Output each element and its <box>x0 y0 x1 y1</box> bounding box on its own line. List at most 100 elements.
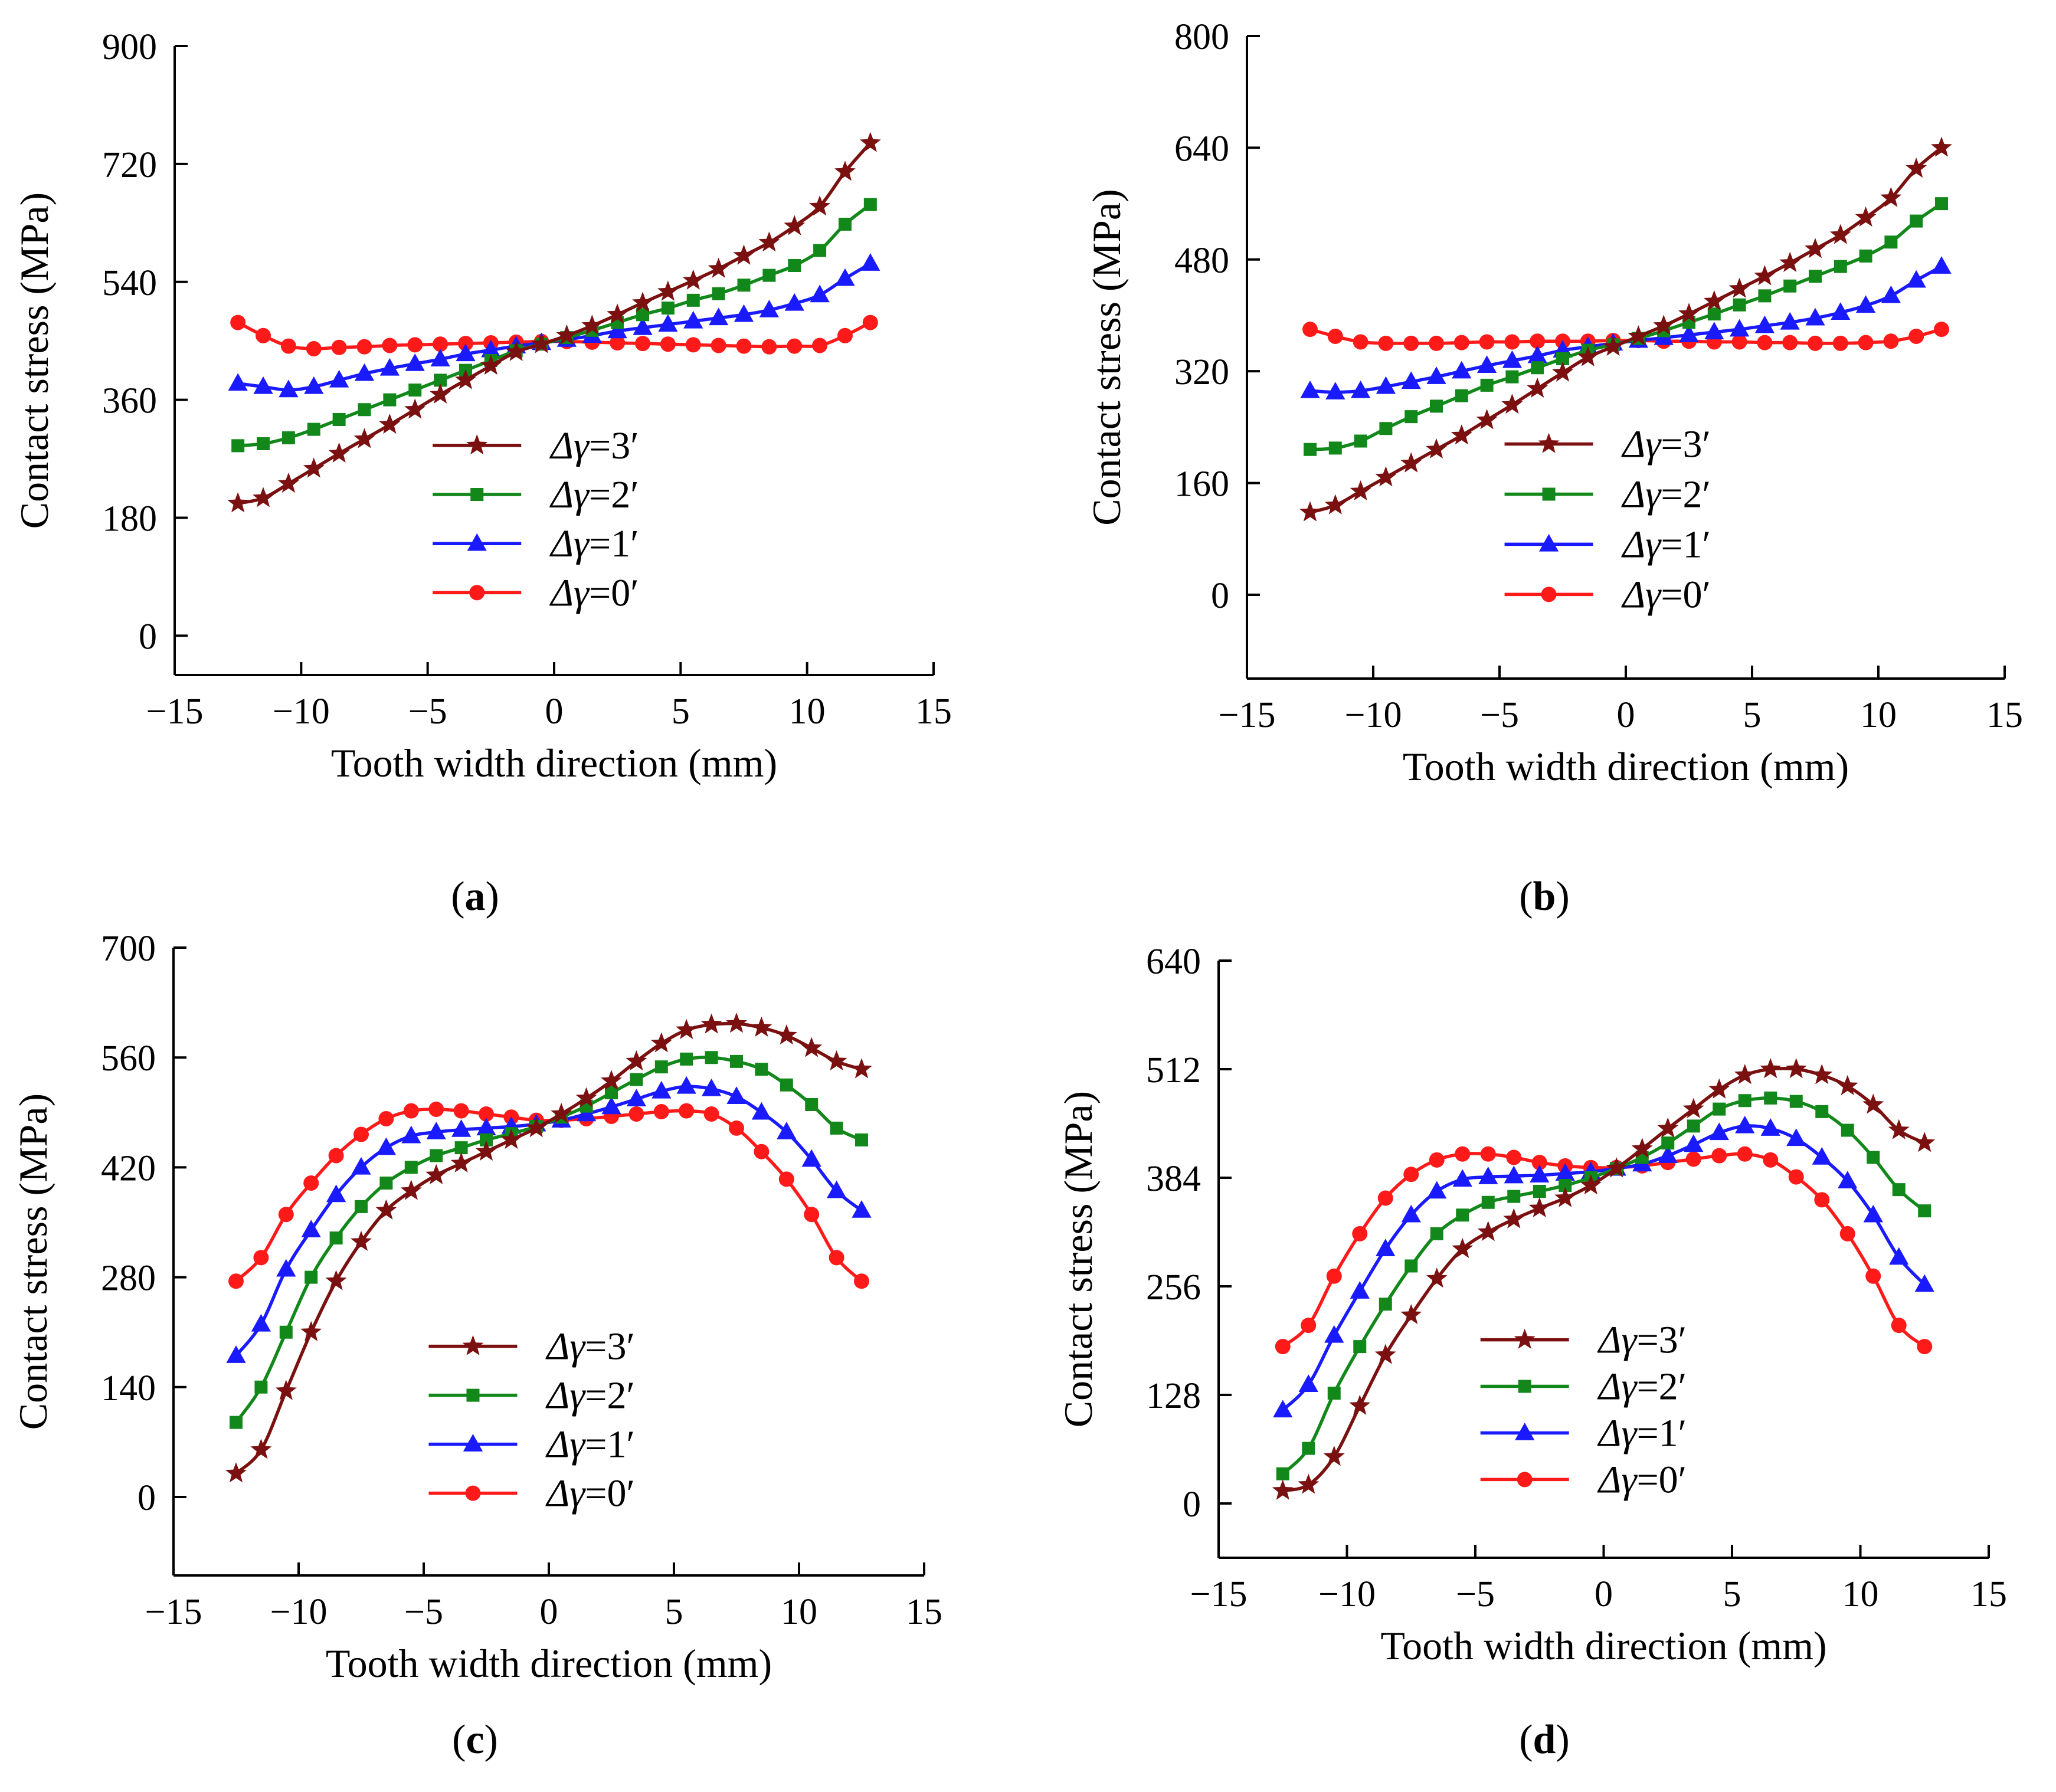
data-point <box>1809 270 1822 283</box>
legend-item-d2: Δγ=2′ <box>1504 473 1711 516</box>
x-tick-label: 5 <box>1723 1574 1741 1614</box>
x-tick-label: −10 <box>1318 1574 1376 1614</box>
data-point <box>1403 335 1419 351</box>
data-point <box>1891 1318 1907 1334</box>
legend-label: Δγ=1′ <box>1621 523 1711 566</box>
series-d3 <box>225 1013 872 1483</box>
data-point <box>1455 1146 1471 1162</box>
legend-label-part: γ <box>569 1325 586 1368</box>
data-point <box>226 1345 246 1363</box>
data-point <box>1556 352 1569 365</box>
data-point <box>407 337 423 353</box>
x-tick-label: −10 <box>270 1592 328 1632</box>
data-point <box>1862 1093 1884 1114</box>
y-tick-label: 360 <box>102 381 157 421</box>
legend-label-part: =0′ <box>585 1472 635 1515</box>
data-point <box>607 303 628 324</box>
data-point <box>679 1103 695 1119</box>
data-point <box>1379 1298 1392 1311</box>
data-point <box>607 320 627 339</box>
data-point <box>379 358 400 376</box>
data-point <box>1299 501 1321 522</box>
y-tick-label: 384 <box>1146 1159 1201 1199</box>
data-point <box>329 369 349 388</box>
x-tick-label: −5 <box>408 692 447 732</box>
legend-item-d1: Δγ=1′ <box>1504 523 1711 566</box>
data-point <box>1376 376 1396 394</box>
legend-label-part: γ <box>1645 523 1662 566</box>
legend-item-d3: Δγ=3′ <box>428 1325 635 1368</box>
data-point <box>1838 1171 1858 1188</box>
data-point <box>826 1180 847 1198</box>
data-point <box>379 1177 393 1190</box>
data-point <box>1780 312 1800 330</box>
data-point <box>257 437 270 451</box>
data-point <box>400 1180 422 1200</box>
data-point <box>610 335 626 351</box>
data-point <box>531 333 552 353</box>
y-tick-label: 0 <box>139 617 157 657</box>
data-point <box>726 1086 747 1104</box>
data-point <box>837 327 853 343</box>
data-point <box>628 1106 644 1122</box>
legend-marker <box>1517 1472 1533 1488</box>
legend-label: Δγ=1′ <box>545 1423 634 1466</box>
data-point <box>711 338 726 353</box>
data-point <box>1865 1268 1881 1284</box>
data-point <box>1503 1208 1525 1228</box>
data-point <box>1326 1268 1342 1284</box>
y-axis-title: Contact stress (MPa) <box>12 192 57 529</box>
data-point <box>676 1076 696 1094</box>
legend-label-part: γ <box>569 1472 586 1515</box>
data-point <box>1855 206 1877 227</box>
data-point <box>1880 186 1902 207</box>
data-point <box>430 1149 443 1162</box>
panel-caption: (b) <box>1519 874 1570 919</box>
x-tick-label: 5 <box>1743 695 1762 735</box>
y-tick-label: 140 <box>101 1368 156 1408</box>
data-point <box>1375 466 1397 487</box>
data-point <box>505 340 527 361</box>
data-point <box>1892 1183 1906 1197</box>
data-point <box>251 1313 271 1332</box>
legend-label-part: =0′ <box>589 571 639 614</box>
legend-label-part: =3′ <box>1661 423 1711 466</box>
data-point <box>680 1052 693 1066</box>
data-point <box>1678 303 1700 323</box>
legend-label-part: Δ <box>1621 573 1646 616</box>
legend-label-part: γ <box>574 571 590 614</box>
data-point <box>451 1119 472 1137</box>
data-point <box>1788 1169 1804 1185</box>
data-point <box>1808 335 1823 351</box>
x-tick-label: −10 <box>273 692 330 732</box>
data-point <box>651 1080 672 1099</box>
x-tick-label: 0 <box>545 692 564 732</box>
data-point <box>1832 335 1848 351</box>
legend-item-d1: Δγ=1′ <box>428 1423 635 1466</box>
panel-caption: (a) <box>451 874 499 919</box>
data-point <box>1430 399 1443 413</box>
data-point <box>1506 1149 1522 1165</box>
data-point <box>734 304 754 322</box>
data-point <box>1400 452 1422 473</box>
data-point <box>855 1133 868 1146</box>
legend-label: Δγ=3′ <box>1621 423 1711 466</box>
y-tick-label: 0 <box>1183 1485 1201 1525</box>
data-point <box>775 1024 797 1045</box>
data-point <box>1841 1123 1854 1137</box>
data-point <box>701 1078 722 1096</box>
data-point <box>433 336 448 352</box>
data-point <box>1734 1064 1756 1085</box>
legend-marker <box>1538 533 1559 552</box>
legend-label-part: =2′ <box>1636 1365 1687 1408</box>
data-point <box>1455 389 1468 402</box>
data-point <box>428 1101 444 1117</box>
legend-item-d0: Δγ=0′ <box>433 571 639 614</box>
data-point <box>358 403 371 417</box>
data-point <box>401 1125 421 1144</box>
data-point <box>450 1152 472 1173</box>
legend-item-d2: Δγ=2′ <box>433 473 639 516</box>
y-tick-label: 180 <box>102 499 157 539</box>
x-tick-label: 0 <box>540 1592 558 1632</box>
